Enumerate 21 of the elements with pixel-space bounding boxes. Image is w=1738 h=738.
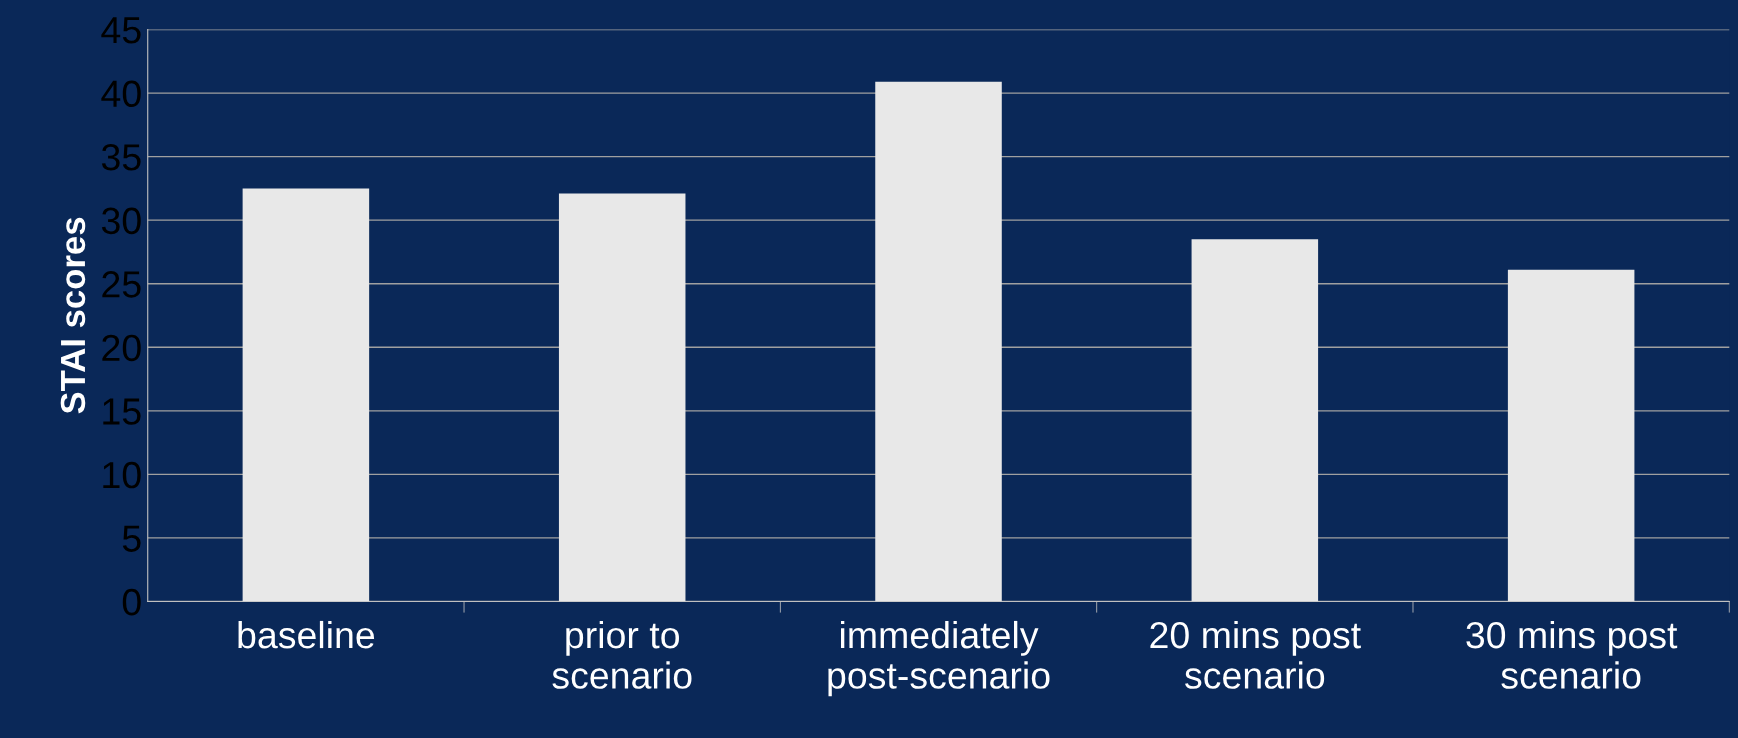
x-tick-label: immediately post-scenario: [828, 620, 1050, 697]
y-axis-title: STAI scores: [60, 217, 86, 414]
y-tick-label: 45: [101, 17, 141, 44]
bar: [1191, 239, 1319, 602]
y-tick-label: 10: [103, 461, 141, 489]
x-tick-label: 30 mins post scenario: [1466, 620, 1678, 689]
bar: [242, 188, 370, 602]
y-tick-label: 40: [101, 80, 141, 108]
y-tick-label: 0: [122, 588, 141, 616]
y-tick-label: 15: [103, 398, 141, 425]
bar: [875, 81, 1002, 602]
x-tick-label: prior to scenario: [552, 620, 692, 689]
bar: [558, 193, 686, 602]
x-tick-label: 20 mins post scenario: [1150, 620, 1361, 689]
y-tick-label: 30: [101, 207, 141, 235]
x-tick-label: baseline: [238, 620, 375, 649]
y-tick-label: 20: [102, 334, 141, 362]
y-tick-label: 25: [102, 271, 141, 298]
bar: [1507, 269, 1635, 602]
y-tick-label: 35: [101, 144, 141, 171]
y-tick-label: 5: [122, 525, 141, 552]
